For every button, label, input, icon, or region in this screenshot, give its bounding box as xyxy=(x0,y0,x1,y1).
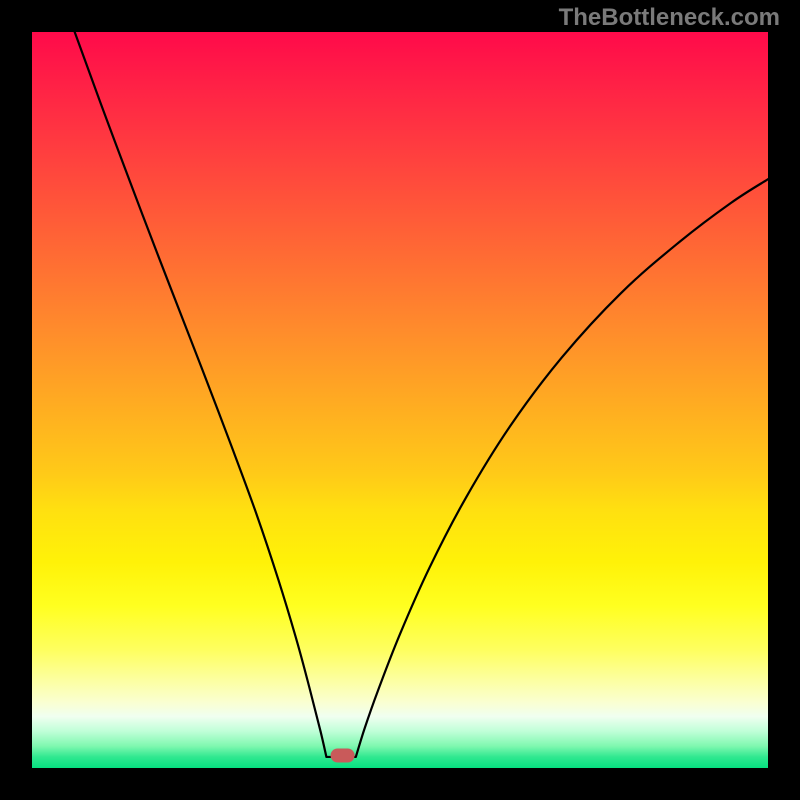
curve-layer xyxy=(0,0,800,800)
watermark-text: TheBottleneck.com xyxy=(559,4,780,32)
optimal-point-marker xyxy=(331,748,355,762)
bottleneck-curve xyxy=(75,32,768,757)
chart-container: TheBottleneck.com xyxy=(0,0,800,800)
